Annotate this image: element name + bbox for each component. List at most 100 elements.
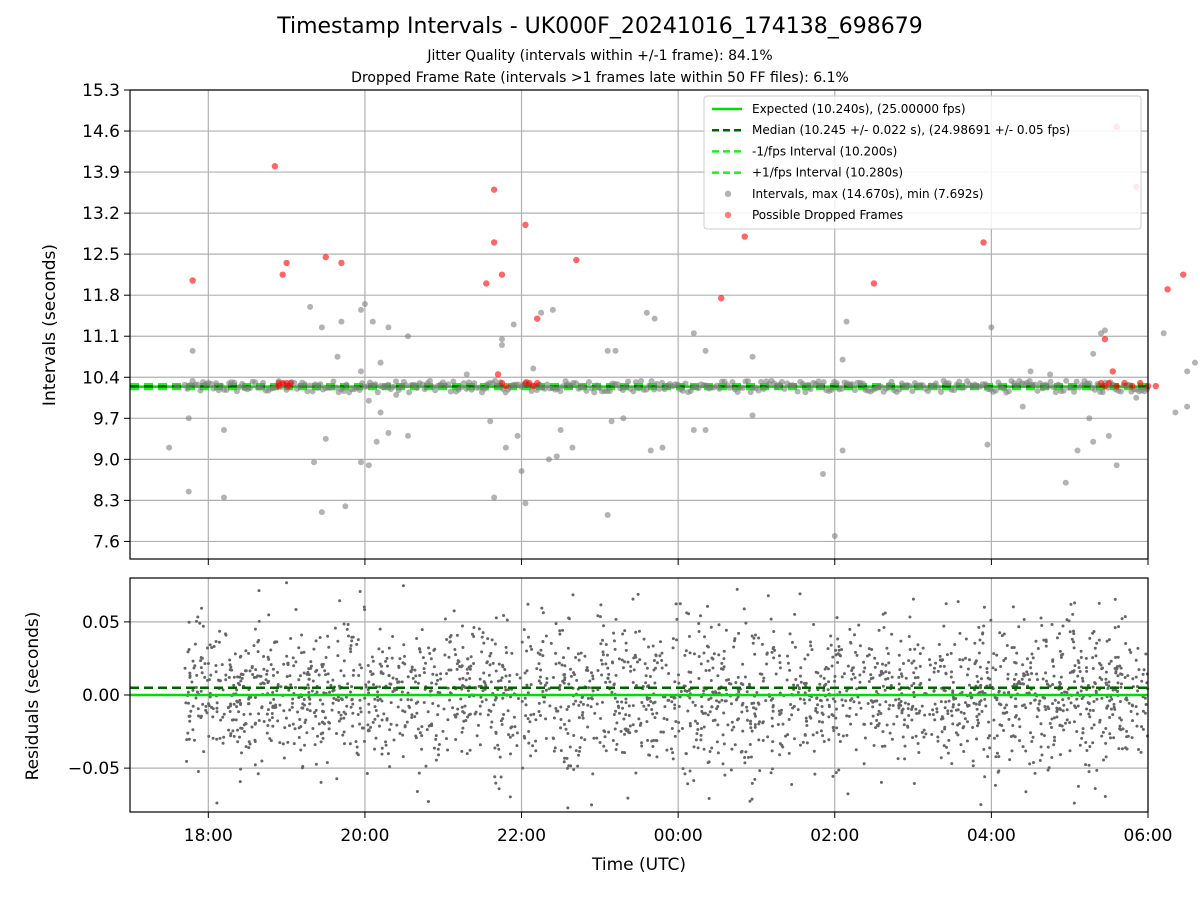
residual-point (771, 697, 775, 701)
residual-point (322, 722, 326, 726)
residual-point (623, 732, 627, 736)
residual-point (586, 703, 590, 707)
residual-point (585, 666, 589, 670)
interval-point (758, 378, 765, 385)
residual-point (350, 685, 354, 689)
residual-point (349, 644, 353, 648)
residual-point (1116, 681, 1120, 685)
residual-point (310, 689, 314, 693)
residual-point (762, 676, 766, 680)
residual-point (345, 704, 349, 708)
residual-point (942, 664, 946, 668)
residual-point (308, 702, 312, 706)
residual-point (753, 725, 757, 729)
residual-point (1114, 655, 1118, 659)
dropped-frame-point (283, 259, 290, 267)
residual-point (1100, 667, 1104, 671)
residual-point (587, 686, 591, 690)
residual-point (406, 691, 410, 695)
residual-point (853, 676, 857, 680)
residual-point (1013, 677, 1017, 681)
residual-point (345, 627, 349, 631)
residual-point (891, 703, 895, 707)
residual-point (855, 687, 859, 691)
residual-point (197, 714, 201, 718)
top-y-tick-label: 10.4 (82, 368, 120, 388)
interval-point (682, 380, 689, 387)
interval-point (185, 415, 192, 422)
interval-point (553, 453, 560, 460)
residual-point (468, 748, 472, 752)
residual-point (469, 664, 473, 668)
residual-point (733, 743, 737, 747)
residual-point (1045, 679, 1049, 683)
residual-point (554, 622, 558, 626)
residual-point (1087, 712, 1091, 716)
residual-point (745, 690, 749, 694)
residual-point (1041, 677, 1045, 681)
residual-point (369, 725, 373, 729)
residual-point (899, 700, 903, 704)
residual-point (335, 732, 339, 736)
residual-point (358, 706, 362, 710)
residual-point (262, 682, 266, 686)
residual-point (1065, 708, 1069, 712)
residual-point (250, 665, 254, 669)
residual-point (418, 650, 422, 654)
residual-point (986, 736, 990, 740)
residual-point (544, 688, 548, 692)
residual-point (493, 775, 497, 779)
residual-point (647, 703, 651, 707)
residual-point (822, 740, 826, 744)
residual-point (339, 669, 343, 673)
residual-point (708, 710, 712, 714)
residual-point (941, 658, 945, 662)
residual-point (232, 675, 236, 679)
residual-point (724, 628, 728, 632)
residual-point (834, 648, 838, 652)
residual-point (554, 651, 558, 655)
residual-point (1067, 696, 1071, 700)
interval-point (831, 533, 838, 540)
residual-point (687, 612, 691, 616)
residual-point (339, 717, 343, 721)
residual-point (1130, 736, 1134, 740)
residual-point (252, 675, 256, 679)
interval-point (377, 359, 384, 366)
residual-point (997, 755, 1001, 759)
residual-point (1140, 725, 1144, 729)
residual-point (552, 716, 556, 720)
residual-point (379, 671, 383, 675)
residual-point (358, 590, 362, 594)
residual-point (833, 674, 837, 678)
residual-point (482, 641, 486, 645)
interval-point (606, 388, 613, 395)
residual-point (963, 701, 967, 705)
residual-point (675, 638, 679, 642)
residual-point (385, 718, 389, 722)
residual-point (552, 749, 556, 753)
residual-point (358, 663, 362, 667)
residual-point (1026, 672, 1030, 676)
bottom-y-tick-label: 0.05 (82, 613, 120, 633)
residual-point (200, 671, 204, 675)
residual-point (810, 648, 814, 652)
residual-point (806, 653, 810, 657)
residual-point (1142, 668, 1146, 672)
residual-point (1110, 697, 1114, 701)
residual-point (307, 677, 311, 681)
residual-point (1117, 625, 1121, 629)
residual-point (770, 724, 774, 728)
residual-point (1059, 675, 1063, 679)
residual-point (436, 747, 440, 751)
residual-point (566, 731, 570, 735)
residual-point (1062, 728, 1066, 732)
residual-point (446, 748, 450, 752)
residual-point (612, 683, 616, 687)
interval-point (338, 318, 345, 325)
residual-point (239, 679, 243, 683)
residual-point (319, 732, 323, 736)
residual-point (1093, 787, 1097, 791)
residual-point (952, 697, 956, 701)
residual-point (244, 745, 248, 749)
